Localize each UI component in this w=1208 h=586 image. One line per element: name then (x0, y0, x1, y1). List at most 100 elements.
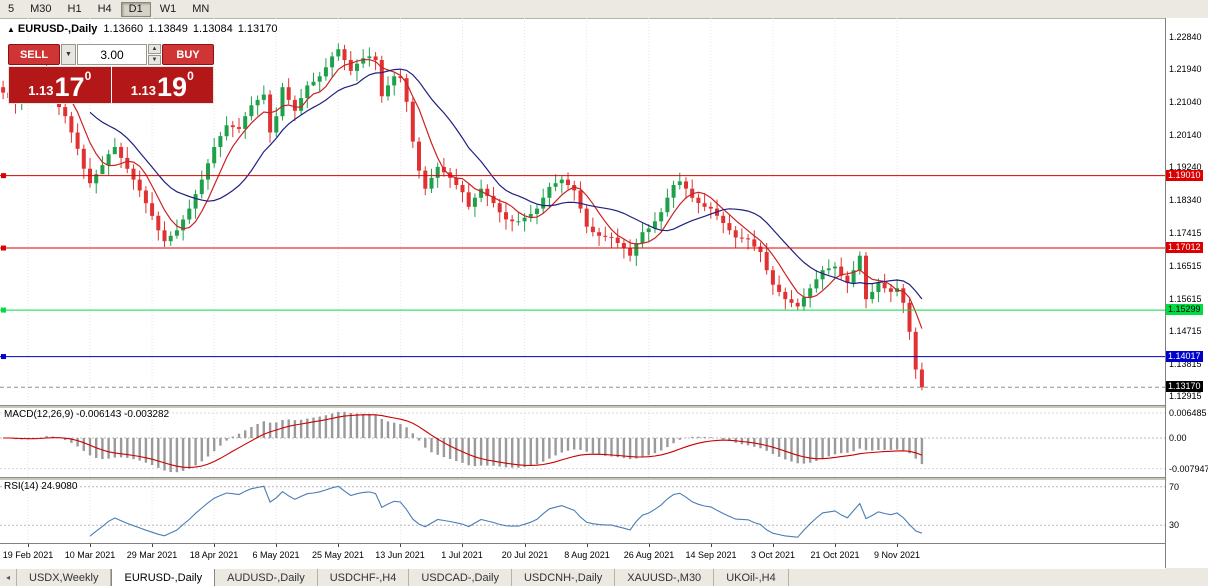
timeframe-h4[interactable]: H4 (97, 2, 112, 15)
rsi-axis-label: 30 (1169, 520, 1180, 530)
price-axis-label: 1.22840 (1169, 32, 1202, 42)
chart-tab-ukoil-[interactable]: UKOil-,H4 (714, 568, 789, 586)
price-level-tag: 1.14017 (1166, 351, 1203, 362)
time-axis-tick (90, 544, 91, 547)
time-axis-tick (28, 544, 29, 547)
date-label: 3 Oct 2021 (750, 550, 796, 560)
chart-tab-xauusd-[interactable]: XAUUSD-,M30 (615, 568, 715, 586)
current-price-tag: 1.13170 (1166, 381, 1203, 392)
timeframe-w1[interactable]: W1 (159, 2, 177, 15)
buy-price-display[interactable]: 1.13 19 0 (111, 67, 213, 103)
date-label: 20 Jul 2021 (501, 550, 549, 560)
price-axis-label: 1.17415 (1169, 228, 1202, 238)
pane-separator[interactable] (0, 405, 1165, 408)
volume-spin-down-icon[interactable]: ▼ (148, 55, 161, 65)
volume-stepper: ▲ ▼ (148, 44, 161, 65)
macd-pane[interactable] (0, 407, 1165, 477)
ohlc-close: 1.13170 (237, 23, 278, 35)
timeframe-d1[interactable]: D1 (120, 1, 151, 17)
time-axis-tick (338, 544, 339, 547)
sell-price-big-digits: 17 (54, 72, 85, 102)
price-level-tag: 1.15299 (1166, 304, 1203, 315)
time-axis-tick (897, 544, 898, 547)
time-axis-tick (649, 544, 650, 547)
date-label: 8 Aug 2021 (564, 550, 610, 560)
chart-tab-usdx[interactable]: USDX,Weekly (17, 568, 112, 586)
volume-spin-up-icon[interactable]: ▲ (148, 44, 161, 54)
one-click-collapse-icon[interactable]: ▲ (7, 25, 15, 34)
pane-separator[interactable] (0, 477, 1165, 480)
price-axis-label: 1.18340 (1169, 195, 1202, 205)
time-axis-tick (835, 544, 836, 547)
buy-price-sup-digit: 0 (187, 69, 194, 83)
symbol-period-label: EURUSD-,Daily (17, 23, 98, 35)
macd-axis-label: 0.006485 (1169, 408, 1207, 418)
candles-layer (1, 43, 924, 391)
date-label: 29 Mar 2021 (126, 550, 178, 560)
volume-input[interactable] (77, 44, 147, 65)
horizontal-levels-layer (0, 173, 1165, 388)
rsi-pane[interactable] (0, 479, 1165, 543)
macd-axis-label: 0.00 (1169, 433, 1187, 443)
level-line-anchor[interactable] (1, 307, 6, 313)
date-label: 18 Apr 2021 (189, 550, 239, 560)
sell-price-display[interactable]: 1.13 17 0 (9, 67, 111, 103)
buy-button[interactable]: BUY (162, 44, 214, 65)
timeframe-mn[interactable]: MN (192, 2, 210, 15)
ohlc-high: 1.13849 (148, 23, 188, 35)
level-line-anchor[interactable] (1, 245, 6, 251)
timeframe-5[interactable]: 5 (8, 2, 15, 15)
date-label: 19 Feb 2021 (2, 550, 54, 560)
timeframe-h1[interactable]: H1 (67, 2, 82, 15)
level-line-anchor[interactable] (1, 173, 6, 179)
chart-tabs-bar: ◂ USDX,Weekly EURUSD-,Daily AUDUSD-,Daily US… (0, 567, 1208, 586)
grid-layer (27, 479, 898, 543)
rsi-indicator-label: RSI(14) 24.9080 (4, 481, 78, 492)
date-label: 1 Jul 2021 (441, 550, 483, 560)
chart-tab-usdcnh-[interactable]: USDCNH-,Daily (512, 568, 616, 586)
price-axis-label: 1.13815 (1169, 359, 1202, 369)
ohlc-open: 1.13660 (103, 23, 144, 35)
ma-slow-line (89, 68, 923, 300)
time-axis-tick (276, 544, 277, 547)
macd-grid (0, 412, 1165, 470)
date-label: 13 Jun 2021 (375, 550, 425, 560)
timeframe-m30[interactable]: M30 (30, 2, 52, 15)
price-axis[interactable]: 1.22840 1.21940 1.21040 1.20140 1.19240 1.183… (1165, 18, 1208, 568)
time-axis-tick (462, 544, 463, 547)
price-level-tag: 1.17012 (1166, 242, 1203, 253)
date-label: 26 Aug 2021 (623, 550, 675, 560)
main-chart-pane[interactable] (0, 18, 1165, 405)
chart-tab-usdcad-[interactable]: USDCAD-,Daily (409, 568, 512, 586)
chart-tab-eurusd-[interactable]: EURUSD-,Daily (111, 568, 216, 586)
time-axis-tick (525, 544, 526, 547)
price-axis-label: 1.14715 (1169, 326, 1202, 336)
time-axis-tick (152, 544, 153, 547)
price-axis-label: 1.15615 (1169, 294, 1202, 304)
macd-axis-label: -0.007947 (1169, 464, 1208, 474)
price-axis-label: 1.16515 (1169, 261, 1202, 271)
time-axis-tick (587, 544, 588, 547)
tabs-scroll-left-button[interactable]: ◂ (0, 568, 17, 586)
time-axis-tick (711, 544, 712, 547)
ohlc-low: 1.13084 (192, 23, 233, 35)
timeframe-toolbar: 5 M30 H1 H4 D1 W1 MN (0, 0, 1208, 19)
sell-button[interactable]: SELL (8, 44, 60, 65)
level-line-anchor[interactable] (1, 354, 6, 360)
date-label: 6 May 2021 (252, 550, 300, 560)
date-label: 21 Oct 2021 (810, 550, 860, 560)
ma-fast-line (33, 59, 923, 329)
date-label: 25 May 2021 (311, 550, 365, 560)
price-axis-label: 1.21040 (1169, 97, 1202, 107)
chart-tab-audusd-[interactable]: AUDUSD-,Daily (215, 568, 318, 586)
buy-price-prefix: 1.13 (130, 83, 157, 98)
rsi-axis-label: 70 (1169, 482, 1180, 492)
date-label: 10 Mar 2021 (64, 550, 116, 560)
volume-dropdown-icon[interactable]: ▼ (61, 44, 76, 65)
sell-price-prefix: 1.13 (28, 83, 54, 98)
time-axis[interactable]: 19 Feb 2021 10 Mar 2021 29 Mar 2021 18 Apr … (0, 543, 1165, 569)
time-axis-tick (773, 544, 774, 547)
chart-tab-usdchf-[interactable]: USDCHF-,H4 (318, 568, 410, 586)
price-axis-label: 1.19240 (1169, 162, 1202, 172)
